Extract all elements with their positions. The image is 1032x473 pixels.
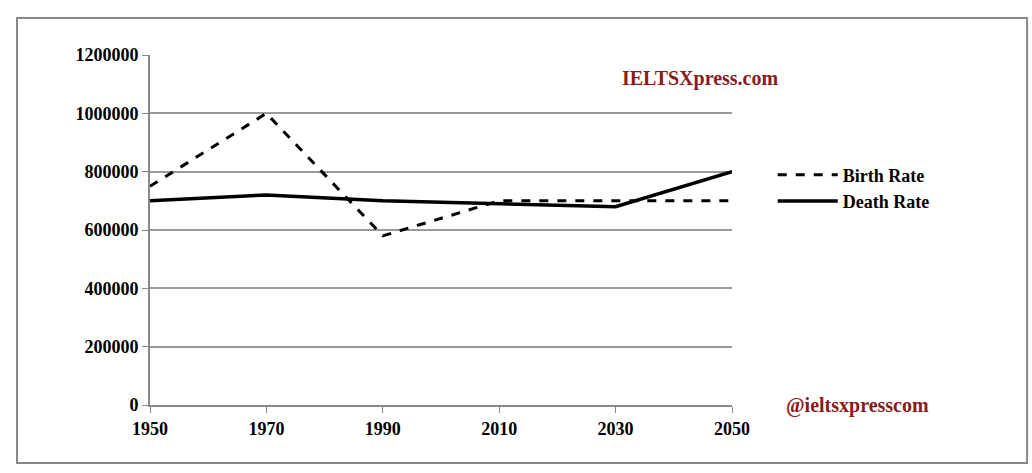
svg-text:2050: 2050 <box>714 419 750 439</box>
svg-text:Death Rate: Death Rate <box>843 192 929 212</box>
svg-text:@ieltsxpresscom: @ieltsxpresscom <box>786 394 929 417</box>
svg-text:0: 0 <box>129 395 138 415</box>
svg-text:200000: 200000 <box>84 337 138 357</box>
svg-text:1200000: 1200000 <box>75 45 138 65</box>
svg-text:2030: 2030 <box>598 419 634 439</box>
svg-text:1990: 1990 <box>365 419 401 439</box>
svg-text:800000: 800000 <box>84 162 138 182</box>
svg-text:Birth Rate: Birth Rate <box>843 166 924 186</box>
svg-text:400000: 400000 <box>84 279 138 299</box>
svg-text:1970: 1970 <box>248 419 284 439</box>
svg-text:2010: 2010 <box>481 419 517 439</box>
svg-text:1950: 1950 <box>132 419 168 439</box>
svg-text:1000000: 1000000 <box>75 104 138 124</box>
svg-text:600000: 600000 <box>84 220 138 240</box>
svg-text:IELTSXpress.com: IELTSXpress.com <box>622 67 778 90</box>
